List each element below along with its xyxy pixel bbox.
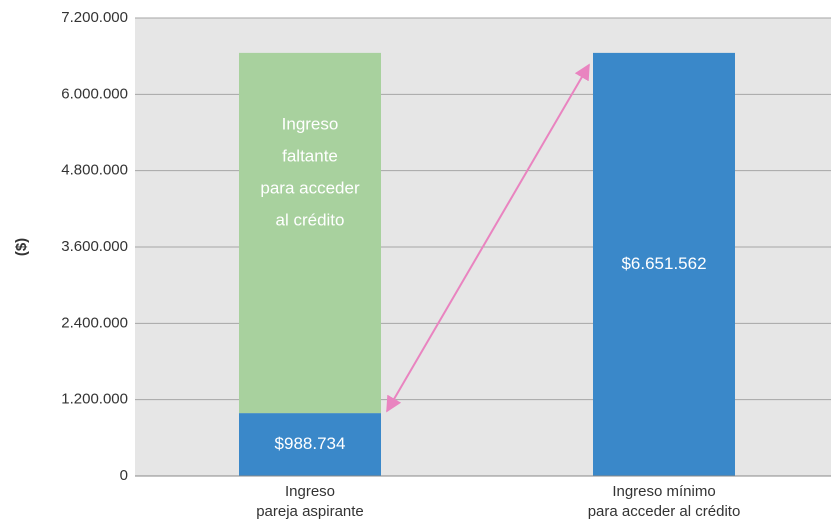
y-tick-label: 0 (120, 467, 128, 484)
segment-label: Ingreso (282, 114, 339, 133)
y-tick-label: 3.600.000 (61, 238, 128, 255)
y-axis-label: ($) (13, 238, 30, 256)
x-tick-label: Ingreso mínimo (612, 483, 715, 500)
segment-label: al crédito (276, 210, 345, 229)
gap-arrow (386, 63, 590, 413)
bar-segment (239, 52, 381, 414)
y-tick-label: 2.400.000 (61, 314, 128, 331)
value-label: $6.651.562 (621, 254, 706, 273)
y-tick-label: 7.200.000 (61, 9, 128, 26)
x-tick-label: pareja aspirante (256, 503, 364, 520)
segment-label: faltante (282, 146, 338, 165)
x-tick-label: Ingreso (285, 483, 335, 500)
y-tick-label: 4.800.000 (61, 162, 128, 179)
value-label: $988.734 (275, 434, 346, 453)
x-tick-label: para acceder al crédito (588, 503, 741, 520)
y-tick-label: 6.000.000 (61, 85, 128, 102)
segment-label: para acceder (260, 178, 360, 197)
bar-segment (593, 52, 735, 476)
y-tick-label: 1.200.000 (61, 391, 128, 408)
bar-segment (239, 413, 381, 476)
